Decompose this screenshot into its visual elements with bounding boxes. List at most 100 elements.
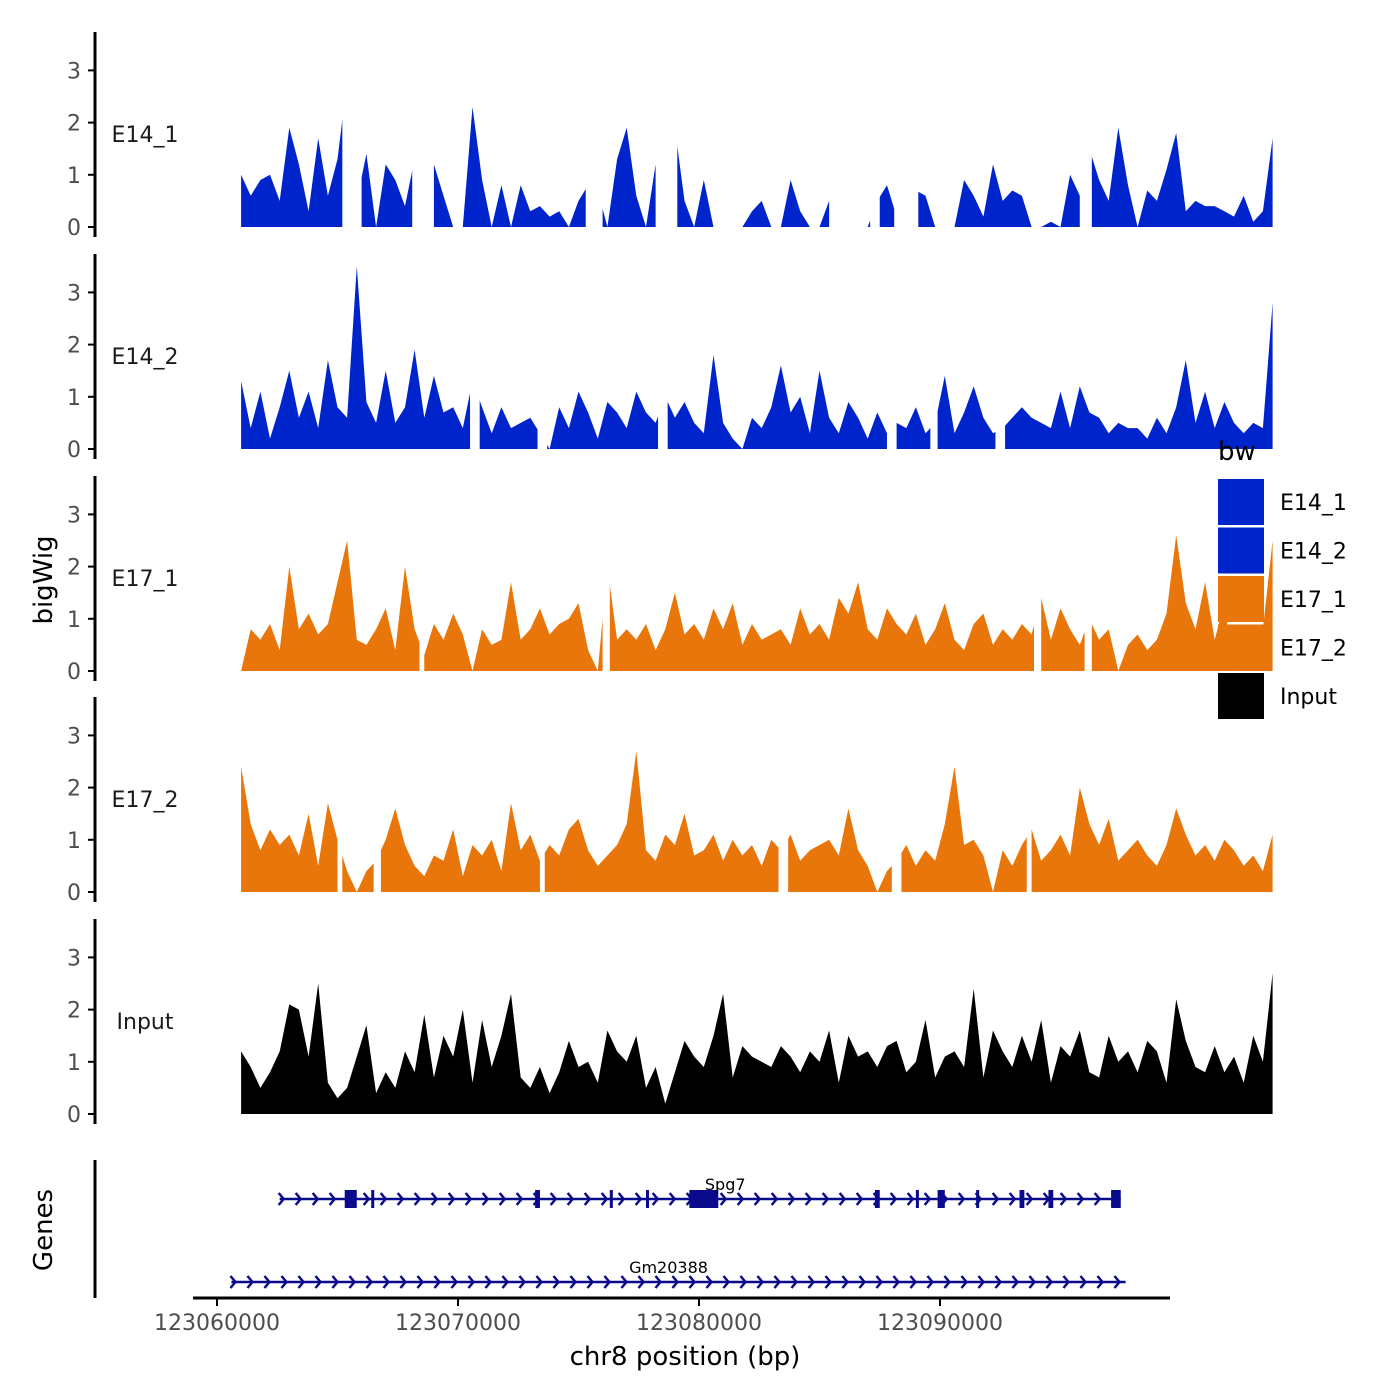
strand-arrow [416, 1275, 425, 1289]
x-tick-label: 123070000 [395, 1311, 521, 1336]
strand-arrow [855, 1192, 864, 1206]
strand-arrow [858, 1275, 867, 1289]
strand-arrow [280, 1275, 289, 1289]
strand-arrow [705, 1275, 714, 1289]
strand-arrow [957, 1192, 966, 1206]
exon [609, 1190, 613, 1208]
strand-arrow [481, 1192, 490, 1206]
strand-arrow [620, 1275, 629, 1289]
coverage-area-Input [241, 973, 1273, 1114]
strand-arrow [637, 1275, 646, 1289]
x-tick-label: 123090000 [877, 1311, 1003, 1336]
coverage-area-E14_2 [241, 266, 1273, 449]
coverage-gap [602, 476, 610, 672]
coverage-gap [419, 476, 425, 672]
strand-arrow [1062, 1275, 1071, 1289]
exon [1111, 1190, 1121, 1208]
coverage-area-E17_2 [241, 751, 1273, 892]
strand-arrow [1011, 1275, 1020, 1289]
y-tick-label: 1 [67, 386, 81, 411]
gene-name-label: Spg7 [705, 1175, 746, 1194]
strand-arrow [688, 1275, 697, 1289]
strand-arrow [396, 1192, 405, 1206]
exon [645, 1190, 649, 1208]
y-tick-label: 2 [67, 556, 81, 581]
y-tick-label: 2 [67, 777, 81, 802]
strand-arrow [838, 1192, 847, 1206]
strand-arrow [311, 1192, 320, 1206]
y-tick-label: 0 [67, 216, 81, 241]
strand-arrow [362, 1192, 371, 1206]
track-label: Input [117, 1010, 174, 1035]
strand-arrow [651, 1192, 660, 1206]
y-tick-label: 0 [67, 438, 81, 463]
strand-arrow [736, 1192, 745, 1206]
legend-label-E17_1: E17_1 [1280, 588, 1347, 613]
y-tick-label: 3 [67, 281, 81, 306]
track-label: E17_2 [112, 788, 179, 813]
x-tick-label: 123060000 [154, 1311, 280, 1336]
strand-arrow [1096, 1275, 1105, 1289]
x-axis: 123060000 123070000 123080000 123090000 [154, 1296, 1170, 1336]
coverage-gap [886, 254, 897, 450]
strand-arrow [923, 1192, 932, 1206]
strand-arrow [382, 1275, 391, 1289]
strand-arrow [807, 1275, 816, 1289]
strand-arrow [399, 1275, 408, 1289]
legend-swatch-E17_2 [1218, 624, 1264, 671]
coverage-gap [944, 32, 955, 228]
strand-arrow [464, 1192, 473, 1206]
track-E17_2: 0 1 2 3 E17_2 [67, 697, 1273, 906]
strand-arrow [328, 1192, 337, 1206]
track-E17_1: 0 1 2 3 E17_1 [67, 476, 1273, 685]
strand-arrow [1113, 1275, 1122, 1289]
coverage-gap [412, 32, 434, 228]
strand-arrow [348, 1275, 357, 1289]
strand-arrow [787, 1192, 796, 1206]
legend-swatch-E17_1 [1218, 576, 1264, 622]
coverage-gap [585, 32, 603, 228]
exon [937, 1190, 945, 1208]
coverage-gap [930, 254, 938, 450]
coverage-gap [894, 32, 919, 228]
y-tick-label: 2 [67, 334, 81, 359]
strand-arrow [515, 1192, 524, 1206]
track-label: E14_2 [112, 345, 179, 370]
strand-arrow [1028, 1275, 1037, 1289]
legend-swatch-Input [1218, 673, 1264, 719]
coverage-gap [658, 254, 668, 450]
legend: bw E14_1 E14_2 E17_1 E17_2 Input [1218, 437, 1347, 719]
y-tick-label: 3 [67, 724, 81, 749]
coverage-gap [891, 697, 902, 893]
exon [371, 1190, 375, 1208]
coverage-gap [470, 254, 480, 450]
strand-arrow [668, 1192, 677, 1206]
exon [344, 1190, 357, 1208]
y-axis-title: bigWig [29, 535, 59, 624]
coverage-gap [342, 32, 362, 228]
coverage-gap [1079, 32, 1092, 228]
y-tick-label: 1 [67, 829, 81, 854]
strand-arrow [501, 1275, 510, 1289]
strand-arrow [909, 1275, 918, 1289]
strand-arrow [739, 1275, 748, 1289]
track-label: E17_1 [112, 567, 179, 592]
strand-arrow [583, 1192, 592, 1206]
strand-arrow [246, 1275, 255, 1289]
strand-arrow [600, 1192, 609, 1206]
strand-arrow [263, 1275, 272, 1289]
strand-arrow [430, 1192, 439, 1206]
coverage-tracks: 0 1 2 3 E14_1 0 1 2 3 E14_2 0 1 2 3 E17_1 0 1 2 3 E17_2 0 1 2 3… [67, 32, 1273, 1128]
gene-name-label: Gm20388 [629, 1258, 708, 1277]
strand-arrow [1093, 1192, 1102, 1206]
strand-arrow [484, 1275, 493, 1289]
strand-arrow [1008, 1192, 1017, 1206]
y-tick-label: 2 [67, 112, 81, 137]
exon [535, 1190, 540, 1208]
strand-arrow [552, 1275, 561, 1289]
strand-arrow [889, 1192, 898, 1206]
exon [1048, 1190, 1054, 1208]
track-E14_2: 0 1 2 3 E14_2 [67, 254, 1273, 463]
strand-arrow [314, 1275, 323, 1289]
